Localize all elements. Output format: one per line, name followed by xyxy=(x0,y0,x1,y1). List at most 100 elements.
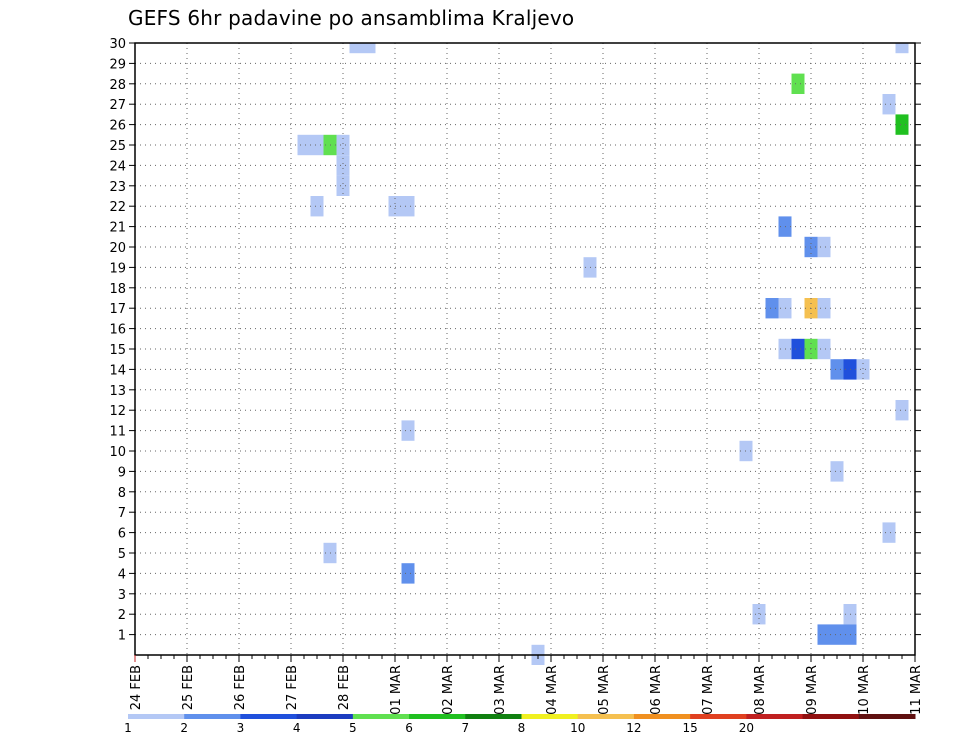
colorbar-label: 7 xyxy=(461,721,469,735)
colorbar-segment xyxy=(409,714,466,719)
precip-cell xyxy=(817,338,831,360)
colorbar-label: 4 xyxy=(293,721,301,735)
y-tick-label: 4 xyxy=(118,567,126,582)
y-tick-label: 7 xyxy=(118,506,126,521)
grid xyxy=(135,43,915,655)
precip-cell xyxy=(895,400,909,421)
colorbar-segment xyxy=(577,714,635,719)
x-tick-label: 09 MAR xyxy=(805,665,820,715)
y-tick-label: 25 xyxy=(109,139,126,154)
y-tick-label: 27 xyxy=(109,98,126,113)
y-tick-label: 10 xyxy=(109,445,126,460)
y-tick-label: 24 xyxy=(109,159,126,174)
y-tick-label: 20 xyxy=(109,241,126,256)
y-axis: 1234567891011121314151617181920212223242… xyxy=(109,37,921,644)
y-tick-label: 8 xyxy=(118,486,126,501)
y-tick-label: 6 xyxy=(118,527,126,542)
precip-cell xyxy=(336,155,350,176)
colorbar-label: 1 xyxy=(124,721,132,735)
y-tick-label: 28 xyxy=(109,78,126,93)
y-tick-label: 5 xyxy=(118,547,126,562)
precip-cell xyxy=(362,43,376,54)
colorbar-label: 6 xyxy=(405,721,413,735)
colorbar-segment xyxy=(690,714,747,719)
colorbar-segment xyxy=(858,714,916,719)
precip-cell xyxy=(895,43,909,54)
x-tick-label: 04 MAR xyxy=(545,665,560,715)
chart-title: GEFS 6hr padavine po ansamblima Kraljevo xyxy=(128,6,575,30)
x-tick-label: 01 MAR xyxy=(389,665,404,715)
x-tick-label: 08 MAR xyxy=(753,665,768,715)
colorbar-segment xyxy=(352,714,410,719)
precip-cell xyxy=(752,604,766,625)
y-tick-label: 15 xyxy=(109,343,126,358)
precip-cell xyxy=(817,236,831,258)
y-tick-label: 2 xyxy=(118,608,126,623)
x-tick-label: 25 FEB xyxy=(181,665,196,710)
colorbar: 1 2 3 4 5 6 7 8 10 12 15 20 xyxy=(124,714,916,735)
y-tick-label: 23 xyxy=(109,180,126,195)
x-tick-label: 11 MAR xyxy=(909,665,924,715)
colorbar-segment xyxy=(633,714,691,719)
precip-cell xyxy=(310,134,324,156)
x-tick-label: 28 FEB xyxy=(337,665,352,710)
precip-cell xyxy=(765,298,779,319)
x-tick-label: 27 FEB xyxy=(285,665,300,710)
precip-cell xyxy=(401,563,415,584)
precip-cell xyxy=(830,624,844,645)
precip-cell xyxy=(817,298,831,319)
colorbar-label: 8 xyxy=(518,721,526,735)
precip-cell xyxy=(336,134,350,156)
precip-cell xyxy=(310,196,324,217)
precip-cell xyxy=(882,94,896,115)
y-tick-label: 21 xyxy=(109,221,126,236)
x-tick-label: 02 MAR xyxy=(441,665,456,715)
y-tick-label: 26 xyxy=(109,119,126,134)
colorbar-segment xyxy=(184,714,241,719)
y-tick-label: 29 xyxy=(109,57,126,72)
x-tick-label: 05 MAR xyxy=(597,665,612,715)
colorbar-label: 20 xyxy=(739,721,754,735)
precip-cell xyxy=(401,196,415,217)
colorbar-segment xyxy=(240,714,298,719)
colorbar-label: 10 xyxy=(570,721,585,735)
colorbar-label: 15 xyxy=(683,721,698,735)
colorbar-segment xyxy=(296,714,354,719)
colorbar-segment xyxy=(128,714,185,719)
colorbar-label: 3 xyxy=(237,721,245,735)
x-tick-label: 24 FEB xyxy=(129,665,144,710)
x-tick-label: 07 MAR xyxy=(701,665,716,715)
precip-cell xyxy=(856,359,870,380)
colorbar-segment xyxy=(746,714,804,719)
colorbar-label: 12 xyxy=(626,721,641,735)
precip-cell xyxy=(297,134,311,156)
precip-cell xyxy=(830,461,844,482)
colorbar-label: 5 xyxy=(349,721,357,735)
colorbar-label: 2 xyxy=(180,721,188,735)
x-tick-label: 26 FEB xyxy=(233,665,248,710)
y-tick-label: 19 xyxy=(109,261,126,276)
precip-cell xyxy=(791,338,805,360)
y-tick-label: 22 xyxy=(109,200,126,215)
colorbar-segment xyxy=(521,714,579,719)
y-tick-label: 13 xyxy=(109,384,126,399)
y-tick-label: 16 xyxy=(109,323,126,338)
y-tick-label: 17 xyxy=(109,302,126,317)
precip-cell xyxy=(895,114,909,135)
precip-cell xyxy=(817,624,831,645)
x-tick-label: 03 MAR xyxy=(493,665,508,715)
precip-cell xyxy=(401,420,415,441)
x-tick-label: 10 MAR xyxy=(857,665,872,715)
y-tick-label: 30 xyxy=(109,37,126,52)
colorbar-segment xyxy=(465,714,522,719)
x-tick-label: 06 MAR xyxy=(649,665,664,715)
y-tick-label: 11 xyxy=(109,425,126,440)
precip-cell xyxy=(791,73,805,94)
precip-cell xyxy=(336,175,350,196)
y-tick-label: 18 xyxy=(109,282,126,297)
x-axis: 24 FEB 25 FEB 26 FEB 27 FEB 28 FEB 01 MAR 02 M… xyxy=(129,655,924,715)
precip-cell xyxy=(830,359,844,380)
y-tick-label: 12 xyxy=(109,404,126,419)
y-tick-label: 1 xyxy=(118,629,126,644)
